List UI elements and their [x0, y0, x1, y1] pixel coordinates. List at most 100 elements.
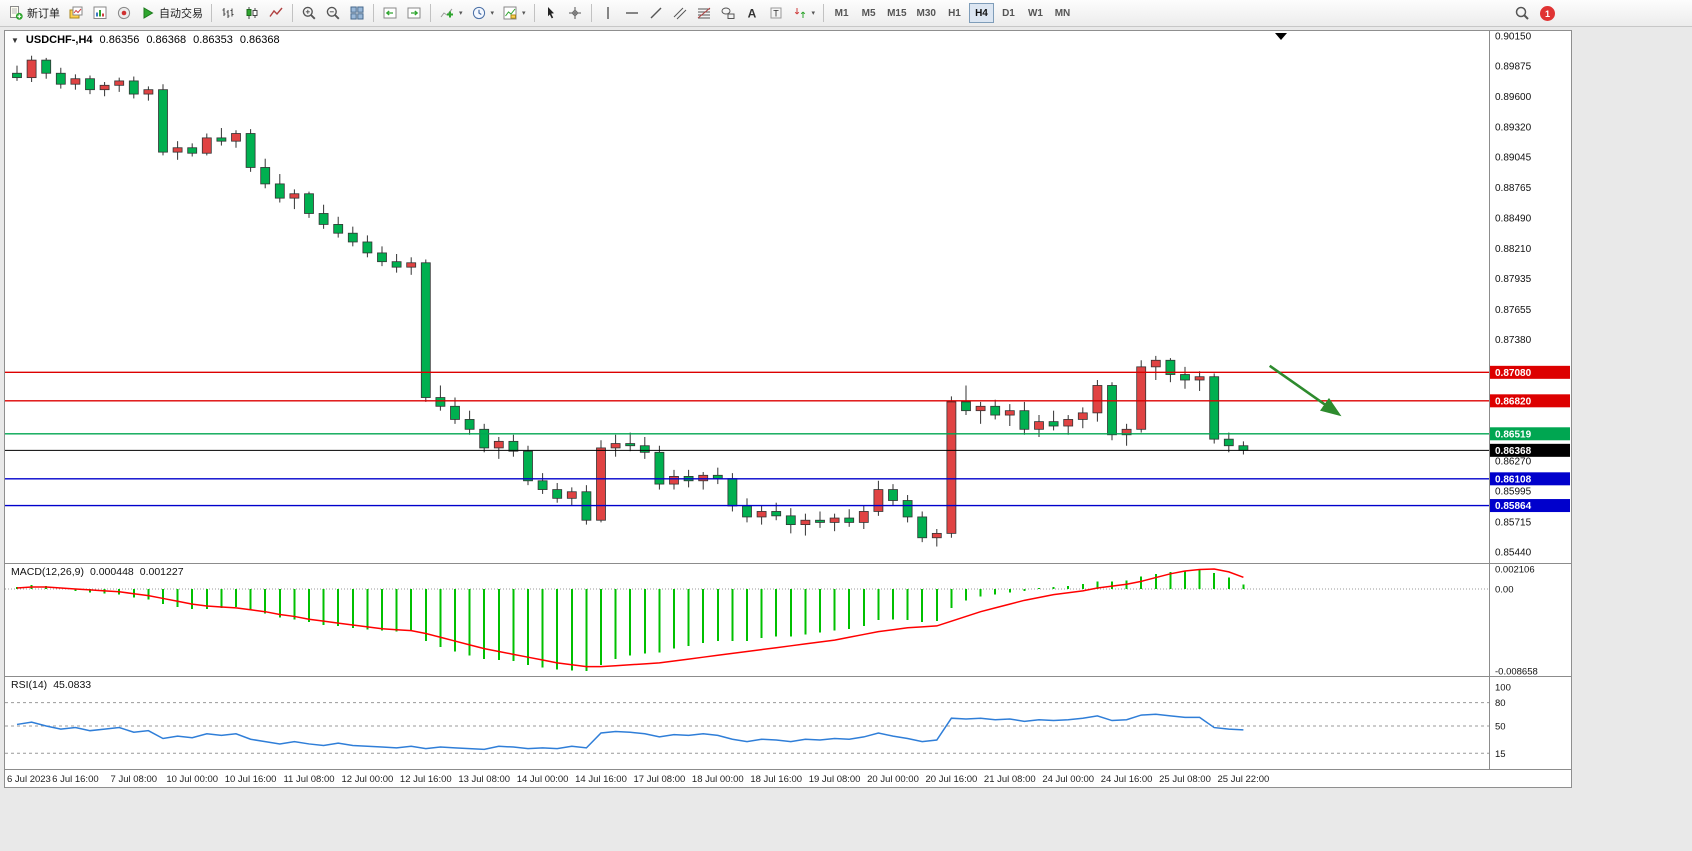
svg-text:0.87080: 0.87080 [1495, 368, 1532, 379]
svg-text:0.85715: 0.85715 [1495, 517, 1532, 528]
chart-symbol-label: USDCHF-,H4 [25, 34, 93, 46]
svg-text:18 Jul 00:00: 18 Jul 00:00 [692, 774, 744, 785]
arrow-annotation[interactable] [1268, 364, 1342, 417]
toolbar-separator [533, 4, 535, 22]
macd-signal-line [16, 568, 1244, 668]
search-button[interactable] [1514, 3, 1536, 23]
timeframe-m30-button[interactable]: M30 [913, 3, 940, 23]
new-order-button[interactable]: 新订单 [4, 2, 64, 24]
templates-button[interactable]: ▾ [498, 2, 530, 24]
svg-text:100: 100 [1495, 683, 1511, 694]
auto-scroll-button[interactable] [378, 2, 402, 24]
cursor-button[interactable] [539, 2, 563, 24]
indicators-button[interactable]: ▾ [435, 2, 467, 24]
arrows-button[interactable]: ▾ [788, 2, 820, 24]
zoom-in-icon [302, 6, 316, 20]
timeframe-m1-button[interactable]: M1 [829, 3, 854, 23]
chart-shift-marker[interactable] [1275, 33, 1287, 40]
toolbar-separator [211, 4, 212, 22]
fibo-icon [697, 7, 710, 19]
tile-windows-button[interactable] [345, 2, 369, 24]
bar-chart-button[interactable] [216, 2, 240, 24]
crosshair-button[interactable] [563, 2, 587, 24]
text-icon: A [747, 7, 756, 21]
time-axis[interactable]: 6 Jul 2023 6 Jul 16:00 7 Jul 08:00 10 Jul 0… [7, 774, 1269, 785]
candlestick-chart-button[interactable] [240, 2, 264, 24]
trendline-icon [650, 7, 662, 19]
label-icon: T [770, 7, 782, 19]
svg-text:0.00: 0.00 [1495, 584, 1514, 595]
macd-histogram [16, 570, 1245, 671]
auto-trading-button[interactable]: 自动交易 [136, 2, 207, 24]
svg-text:0.87655: 0.87655 [1495, 305, 1532, 316]
chart-shift-button[interactable] [402, 2, 426, 24]
price-badge-0.86519: 0.86519 [1490, 427, 1570, 441]
fibonacci-button[interactable] [692, 2, 716, 24]
trendline-button[interactable] [644, 2, 668, 24]
svg-text:0.86519: 0.86519 [1495, 429, 1532, 440]
timeframe-h4-button[interactable]: H4 [968, 3, 994, 23]
chart-collapse-icon[interactable]: ▼ [11, 35, 19, 45]
shapes-icon [721, 7, 735, 19]
svg-text:20 Jul 00:00: 20 Jul 00:00 [867, 774, 919, 785]
svg-text:6 Jul 16:00: 6 Jul 16:00 [52, 774, 98, 785]
svg-text:14 Jul 00:00: 14 Jul 00:00 [517, 774, 569, 785]
periods-button[interactable]: ▾ [467, 2, 499, 24]
chart-canvas[interactable]: 0.90150 0.89875 0.89600 0.89320 0.89045 0.887… [5, 31, 1571, 787]
timeframe-h1-button[interactable]: H1 [942, 3, 967, 23]
zoom-out-button[interactable] [321, 2, 345, 24]
vline-icon [606, 7, 609, 19]
svg-text:0.89875: 0.89875 [1495, 62, 1532, 73]
community-button[interactable] [112, 2, 136, 24]
macd-main-value: 0.000448 [89, 566, 134, 578]
line-chart-button[interactable] [264, 2, 288, 24]
toolbar-button-groups: 新订单 自动交易 ▾ ▾ ▾ A T ▾ [4, 2, 819, 24]
timeframe-w1-button[interactable]: W1 [1023, 3, 1048, 23]
chart-bars-icon [222, 8, 234, 18]
svg-text:15: 15 [1495, 749, 1506, 760]
svg-text:0.88490: 0.88490 [1495, 213, 1532, 224]
vertical-line-button[interactable] [596, 2, 620, 24]
svg-text:0.86108: 0.86108 [1495, 474, 1532, 485]
toolbar-separator [292, 4, 293, 22]
toolbar-separator [430, 4, 431, 22]
chevron-down-icon: ▾ [490, 10, 495, 17]
price-badge-0.87080: 0.87080 [1490, 365, 1570, 379]
notification-badge[interactable]: 1 [1540, 6, 1555, 21]
svg-text:11 Jul 08:00: 11 Jul 08:00 [283, 774, 334, 785]
text-button[interactable]: A [740, 2, 764, 24]
market-watch-button[interactable] [88, 2, 112, 24]
new-order-button-label: 新订单 [27, 8, 60, 20]
shapes-button[interactable] [716, 2, 740, 24]
macd-signal-value: 0.001227 [139, 566, 184, 578]
timeframe-m15-button[interactable]: M15 [883, 3, 910, 23]
svg-text:50: 50 [1495, 722, 1506, 733]
svg-text:0.85864: 0.85864 [1495, 501, 1532, 512]
channel-button[interactable] [668, 2, 692, 24]
price-badge-0.86368: 0.86368 [1490, 443, 1570, 457]
price-axis[interactable]: 0.90150 0.89875 0.89600 0.89320 0.89045 0.887… [1490, 32, 1570, 760]
timeframe-d1-button[interactable]: D1 [996, 3, 1021, 23]
new-order-icon [10, 6, 23, 20]
svg-text:12 Jul 00:00: 12 Jul 00:00 [342, 774, 394, 785]
chart-list-button[interactable] [64, 2, 88, 24]
svg-text:0.002106: 0.002106 [1495, 565, 1535, 576]
search-icon [1515, 6, 1529, 20]
svg-text:21 Jul 08:00: 21 Jul 08:00 [984, 774, 1036, 785]
svg-text:10 Jul 16:00: 10 Jul 16:00 [225, 774, 277, 785]
toolbar-separator [590, 4, 592, 22]
svg-text:0.85440: 0.85440 [1495, 548, 1532, 559]
price-badge-0.86108: 0.86108 [1490, 472, 1570, 486]
template-icon [503, 6, 517, 20]
svg-text:0.87380: 0.87380 [1495, 335, 1532, 346]
svg-text:10 Jul 00:00: 10 Jul 00:00 [166, 774, 218, 785]
price-badge-0.86820: 0.86820 [1490, 394, 1570, 408]
chart-window: ▼ USDCHF-,H4 0.86356 0.86368 0.86353 0.8… [4, 30, 1572, 788]
timeframe-m5-button[interactable]: M5 [856, 3, 881, 23]
timeframe-mn-button[interactable]: MN [1050, 3, 1075, 23]
periods-icon [472, 6, 485, 20]
text-label-button[interactable]: T [764, 2, 788, 24]
zoom-in-button[interactable] [297, 2, 321, 24]
horizontal-line-button[interactable] [620, 2, 644, 24]
chart-open-value: 0.86356 [99, 34, 140, 46]
